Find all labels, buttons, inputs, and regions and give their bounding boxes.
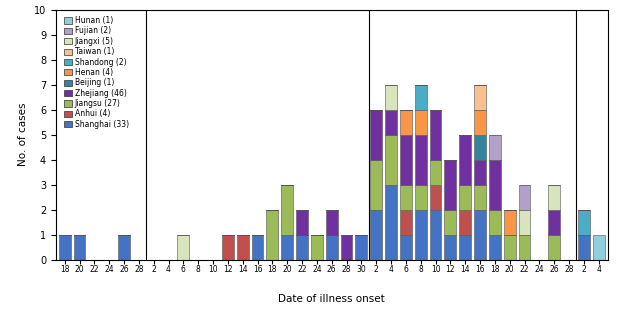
Bar: [385, 135, 397, 185]
Y-axis label: No. of cases: No. of cases: [18, 103, 29, 166]
Bar: [296, 235, 308, 260]
Bar: [459, 185, 471, 210]
Bar: [400, 135, 412, 185]
Bar: [548, 185, 560, 210]
X-axis label: Date of illness onset: Date of illness onset: [278, 294, 385, 304]
Bar: [281, 185, 293, 235]
Bar: [474, 110, 486, 135]
Bar: [311, 235, 323, 260]
Bar: [548, 210, 560, 235]
Bar: [489, 160, 501, 210]
Bar: [593, 235, 604, 260]
Bar: [370, 160, 382, 210]
Bar: [385, 85, 397, 110]
Bar: [370, 210, 382, 260]
Bar: [459, 210, 471, 235]
Bar: [267, 210, 278, 260]
Bar: [400, 235, 412, 260]
Bar: [222, 235, 234, 260]
Bar: [118, 235, 130, 260]
Bar: [445, 210, 456, 235]
Bar: [489, 135, 501, 160]
Legend: Hunan (1), Fujian (2), Jiangxi (5), Taiwan (1), Shandong (2), Henan (4), Beijing: Hunan (1), Fujian (2), Jiangxi (5), Taiw…: [63, 15, 130, 130]
Bar: [326, 235, 338, 260]
Bar: [474, 135, 486, 160]
Bar: [504, 210, 516, 235]
Bar: [430, 110, 441, 160]
Bar: [474, 185, 486, 210]
Bar: [430, 210, 441, 260]
Bar: [489, 235, 501, 260]
Bar: [59, 235, 71, 260]
Bar: [281, 235, 293, 260]
Bar: [445, 160, 456, 210]
Bar: [578, 235, 590, 260]
Bar: [518, 210, 531, 235]
Bar: [385, 110, 397, 135]
Bar: [578, 210, 590, 235]
Bar: [415, 210, 427, 260]
Bar: [370, 110, 382, 160]
Bar: [459, 135, 471, 185]
Bar: [415, 110, 427, 135]
Bar: [237, 235, 249, 260]
Bar: [400, 210, 412, 235]
Bar: [474, 210, 486, 260]
Bar: [74, 235, 86, 260]
Bar: [385, 185, 397, 260]
Bar: [489, 210, 501, 235]
Bar: [177, 235, 189, 260]
Bar: [400, 110, 412, 135]
Bar: [430, 160, 441, 185]
Bar: [474, 85, 486, 110]
Bar: [326, 210, 338, 235]
Bar: [459, 235, 471, 260]
Bar: [474, 160, 486, 185]
Bar: [252, 235, 264, 260]
Bar: [415, 185, 427, 210]
Bar: [415, 85, 427, 110]
Bar: [504, 235, 516, 260]
Bar: [400, 185, 412, 210]
Bar: [430, 185, 441, 210]
Bar: [445, 235, 456, 260]
Bar: [355, 235, 367, 260]
Bar: [415, 135, 427, 185]
Bar: [340, 235, 352, 260]
Bar: [518, 235, 531, 260]
Bar: [296, 210, 308, 235]
Bar: [518, 185, 531, 210]
Bar: [548, 235, 560, 260]
